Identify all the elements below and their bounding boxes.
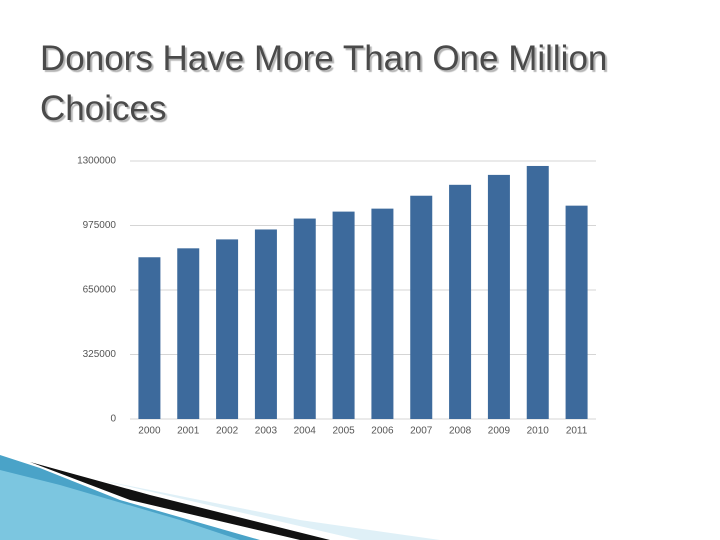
bar <box>216 239 239 419</box>
y-tick-label: 0 <box>110 414 116 425</box>
bar <box>487 174 510 419</box>
bar <box>371 208 394 419</box>
x-tick-label: 2006 <box>371 426 394 437</box>
decoration <box>0 455 440 540</box>
bar <box>254 229 277 419</box>
bar <box>410 195 433 419</box>
bar <box>177 248 200 419</box>
y-tick-label: 975000 <box>83 220 117 231</box>
y-tick-label: 325000 <box>83 349 117 360</box>
x-tick-label: 2001 <box>177 426 200 437</box>
x-tick-label: 2002 <box>216 426 239 437</box>
x-tick-label: 2010 <box>527 426 550 437</box>
x-tick-label: 2011 <box>566 426 588 437</box>
x-tick-label: 2005 <box>332 426 355 437</box>
x-tick-label: 2003 <box>255 426 278 437</box>
bar <box>332 211 355 419</box>
x-tick-label: 2000 <box>138 426 161 437</box>
bar <box>565 205 588 419</box>
swoosh <box>0 470 240 540</box>
bar <box>526 165 549 419</box>
y-tick-label: 650000 <box>83 285 117 296</box>
x-tick-label: 2008 <box>449 426 472 437</box>
x-tick-label: 2004 <box>294 426 317 437</box>
x-tick-label: 2007 <box>410 426 433 437</box>
slide-title: Donors Have More Than One Million Choice… <box>40 39 608 128</box>
x-tick-label: 2009 <box>488 426 511 437</box>
bar <box>449 184 472 419</box>
y-tick-label: 1300000 <box>77 156 116 167</box>
bar <box>138 257 161 419</box>
bar <box>293 218 316 419</box>
